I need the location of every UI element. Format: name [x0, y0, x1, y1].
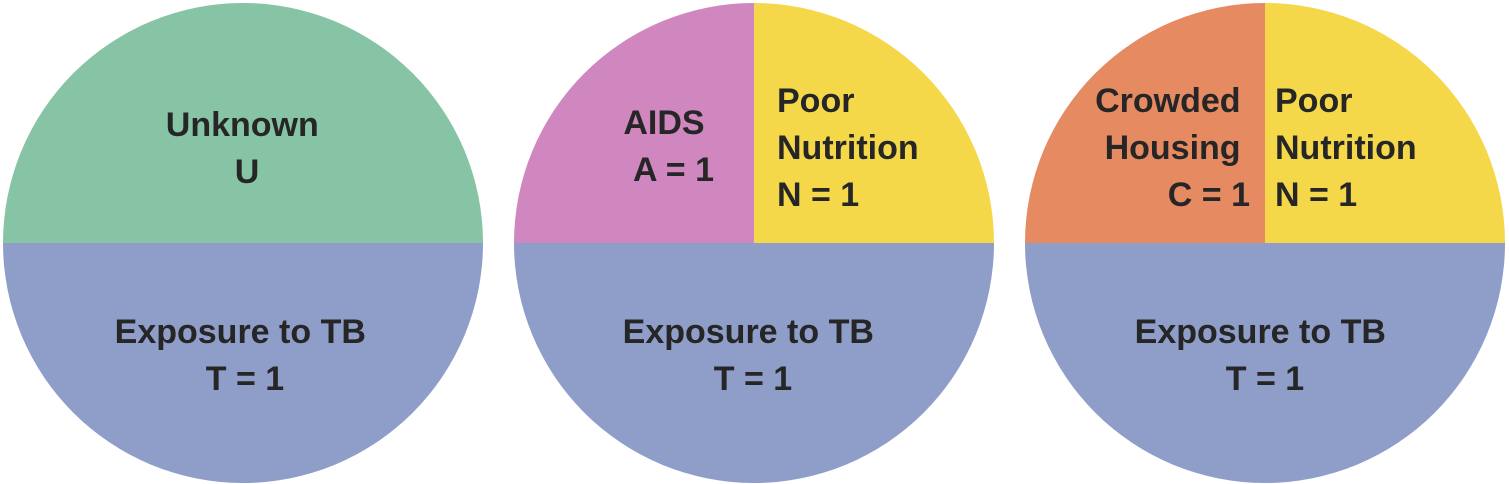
pie-2-aids-value: A = 1 — [633, 151, 714, 189]
pie-3: Crowded Housing C = 1 Poor Nutrition N =… — [1025, 3, 1505, 483]
pie-3-housing-line2: Housing — [1105, 129, 1241, 167]
pie-2-top-right-nutrition — [754, 3, 994, 243]
pie-3-nutrition-value: N = 1 — [1275, 176, 1357, 214]
pie-3-top-right-label: Poor Nutrition N = 1 — [1275, 82, 1426, 214]
pie-3-bottom-name: Exposure to TB — [1135, 313, 1386, 351]
pie-1: Unknown U Exposure to TB T = 1 — [3, 3, 483, 483]
pie-1-top-unknown — [3, 3, 483, 243]
pie-3-bottom-value: T = 1 — [1226, 360, 1304, 398]
pie-2: AIDS A = 1 Poor Nutrition N = 1 Exposure… — [514, 3, 994, 483]
pie-2-bottom-value: T = 1 — [714, 360, 792, 398]
pie-2-aids-name: AIDS — [623, 104, 704, 142]
pie-3-housing-value: C = 1 — [1168, 176, 1250, 214]
pie-1-top-value: U — [235, 153, 260, 191]
pie-3-bottom-exposure — [1025, 243, 1505, 483]
pie-2-nutrition-line1: Poor — [777, 82, 854, 120]
pie-1-top-label: Unknown U — [166, 106, 328, 191]
pie-2-nutrition-line2: Nutrition — [777, 129, 919, 167]
pie-2-bottom-label: Exposure to TB T = 1 — [623, 313, 884, 398]
pie-2-bottom-name: Exposure to TB — [623, 313, 874, 351]
pie-3-nutrition-line1: Poor — [1275, 82, 1352, 120]
pie-1-top-name: Unknown — [166, 106, 319, 144]
pie-2-bottom-exposure — [514, 243, 994, 483]
pie-3-top-right-nutrition — [1265, 3, 1505, 243]
pie-2-top-left-aids — [514, 3, 754, 243]
pie-1-bottom-label: Exposure to TB T = 1 — [115, 313, 376, 398]
pie-3-nutrition-line2: Nutrition — [1275, 129, 1417, 167]
pie-1-bottom-exposure — [3, 243, 483, 483]
pie-3-top-left-label: Crowded Housing C = 1 — [1095, 82, 1250, 214]
pie-1-bottom-value: T = 1 — [206, 360, 284, 398]
pie-2-nutrition-value: N = 1 — [777, 176, 859, 214]
pie-3-bottom-label: Exposure to TB T = 1 — [1135, 313, 1396, 398]
pie-3-housing-line1: Crowded — [1095, 82, 1240, 120]
pie-2-top-left-label: AIDS A = 1 — [623, 104, 714, 189]
pie-3-top-left-housing — [1025, 3, 1265, 243]
pie-1-bottom-name: Exposure to TB — [115, 313, 366, 351]
pie-2-top-right-label: Poor Nutrition N = 1 — [777, 82, 928, 214]
